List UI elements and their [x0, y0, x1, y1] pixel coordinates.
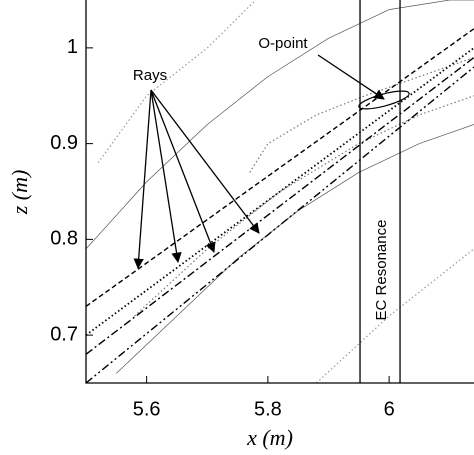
series-group — [86, 0, 474, 383]
y-tick-label: 0.8 — [50, 228, 78, 250]
annotation: O-point — [258, 35, 308, 52]
arrow — [317, 54, 385, 100]
annotation: Rays — [133, 67, 167, 84]
arrow — [150, 89, 182, 264]
y-tick-label: 1 — [67, 36, 78, 58]
annotation: EC Resonance — [373, 220, 390, 321]
arrow — [150, 89, 216, 253]
line-series — [86, 0, 474, 250]
line-series — [315, 248, 474, 383]
line-series — [86, 47, 474, 336]
arrow — [150, 89, 260, 234]
line-series — [249, 56, 474, 173]
x-tick-label: 5.8 — [254, 398, 282, 420]
y-tick-label: 0.7 — [50, 323, 78, 345]
x-tick-label: 6 — [384, 398, 395, 420]
axes — [85, 0, 474, 384]
x-tick-label: 5.6 — [133, 398, 161, 420]
x-axis-label: x (m) — [246, 425, 293, 450]
arrow — [133, 89, 152, 270]
line-series — [86, 66, 474, 383]
line-series — [86, 56, 474, 355]
line-series — [134, 95, 474, 317]
y-axis-label: z (m) — [7, 170, 32, 216]
line-series — [116, 124, 474, 374]
y-tick-label: 0.9 — [50, 132, 78, 154]
line-series — [97, 0, 257, 164]
o-point — [358, 90, 410, 110]
